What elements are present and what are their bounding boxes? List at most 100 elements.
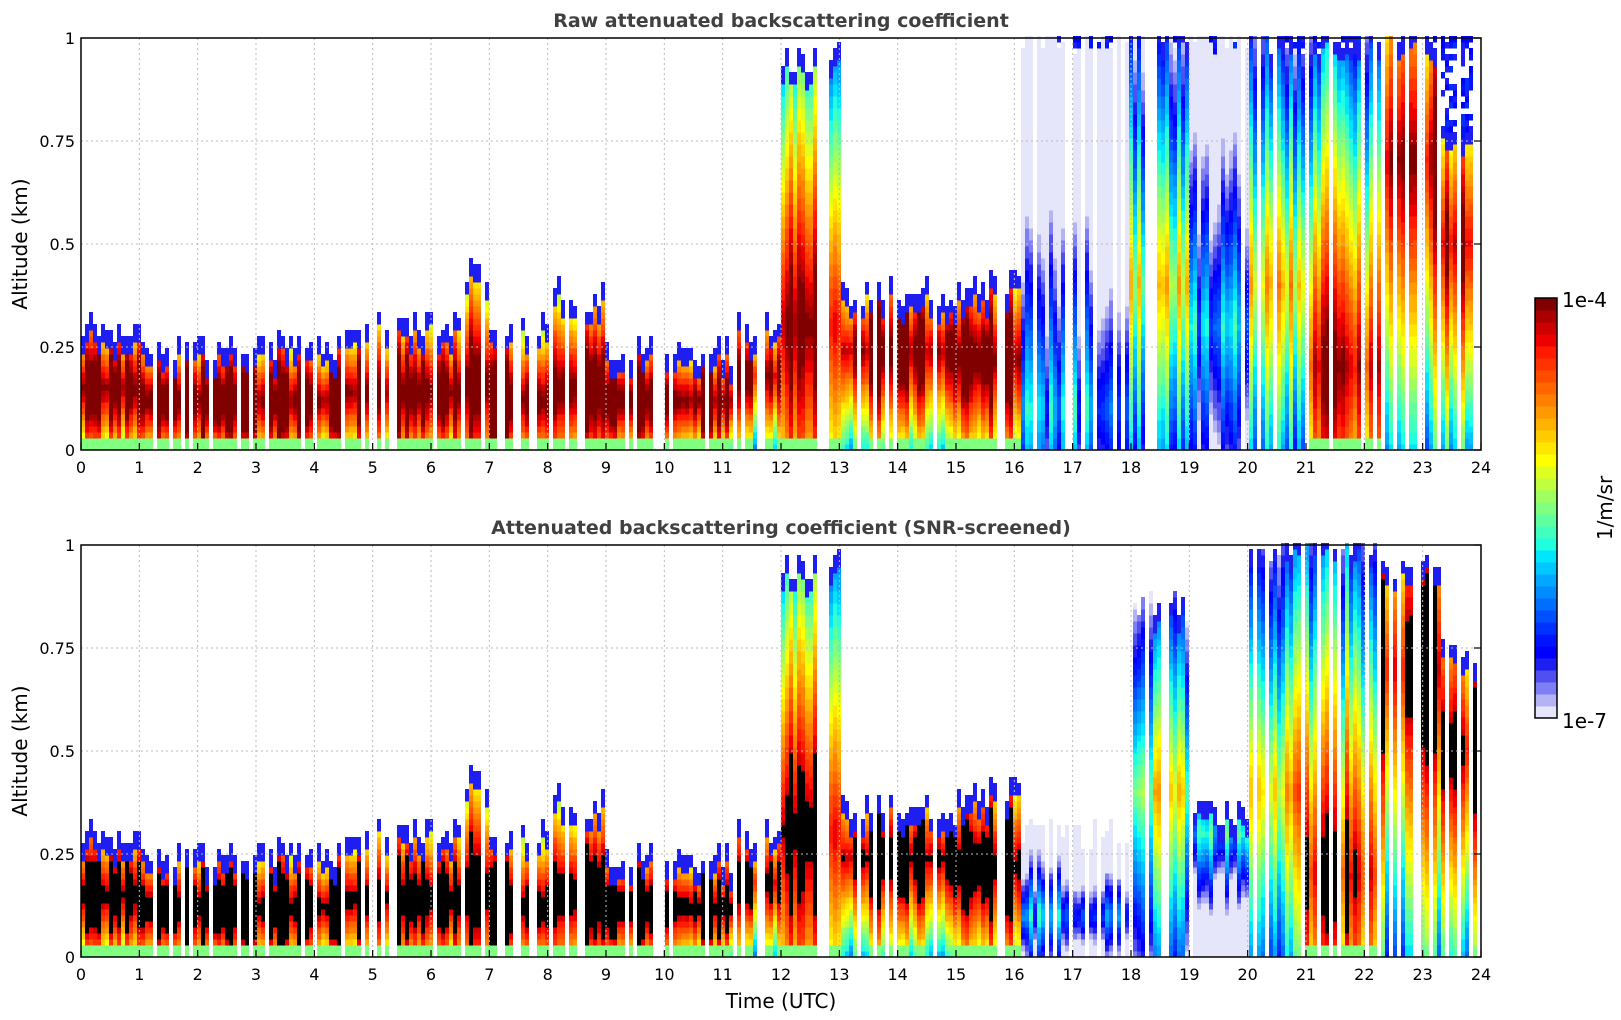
heatmap-cell xyxy=(165,444,169,451)
heatmap-cell xyxy=(97,438,101,445)
heatmap-cell xyxy=(801,246,805,253)
heatmap-cell xyxy=(121,438,125,445)
heatmap-cell xyxy=(617,378,621,385)
heatmap-cell xyxy=(809,162,813,169)
heatmap-cell xyxy=(109,390,113,397)
heatmap-cell xyxy=(869,402,873,409)
heatmap-cell xyxy=(785,438,789,445)
heatmap-cell xyxy=(913,360,917,367)
heatmap-cell xyxy=(853,348,857,355)
heatmap-cell xyxy=(157,402,161,409)
heatmap-cell xyxy=(141,420,145,427)
heatmap-cell xyxy=(829,324,833,331)
heatmap-cell xyxy=(445,354,449,361)
heatmap-cell xyxy=(425,438,429,445)
heatmap-cell xyxy=(557,378,561,385)
heatmap-cell xyxy=(689,360,693,367)
heatmap-cell xyxy=(793,252,797,259)
heatmap-cell xyxy=(485,366,489,373)
heatmap-cell xyxy=(865,444,869,451)
heatmap-cell xyxy=(485,330,489,337)
heatmap-cell xyxy=(609,408,613,415)
heatmap-cell xyxy=(793,270,797,277)
heatmap-cell xyxy=(789,342,793,349)
heatmap-cell xyxy=(473,408,477,415)
heatmap-cell xyxy=(809,114,813,121)
heatmap-cell xyxy=(793,138,797,145)
heatmap-cell xyxy=(509,438,513,445)
heatmap-cell xyxy=(377,330,381,337)
heatmap-cell xyxy=(1057,318,1061,325)
heatmap-cell xyxy=(913,294,917,301)
heatmap-cell xyxy=(1013,426,1017,433)
heatmap-cell xyxy=(789,414,793,421)
heatmap-cell xyxy=(929,372,933,379)
heatmap-cell xyxy=(449,402,453,409)
heatmap-cell xyxy=(833,96,837,103)
heatmap-cell xyxy=(521,414,525,421)
heatmap-cell xyxy=(253,348,257,355)
heatmap-cell xyxy=(401,348,405,355)
heatmap-cell xyxy=(465,432,469,439)
heatmap-cell xyxy=(977,342,981,349)
heatmap-cell xyxy=(961,396,965,403)
heatmap-cell xyxy=(121,408,125,415)
heatmap-cell xyxy=(1053,174,1057,181)
heatmap-cell xyxy=(321,402,325,409)
heatmap-cell xyxy=(1029,174,1033,181)
heatmap-cell xyxy=(81,402,85,409)
heatmap-cell xyxy=(337,444,341,451)
heatmap-cell xyxy=(349,354,353,361)
heatmap-cell xyxy=(449,444,453,451)
heatmap-cell xyxy=(317,348,321,355)
heatmap-cell xyxy=(1017,312,1021,319)
heatmap-cell xyxy=(1045,270,1049,277)
heatmap-cell xyxy=(489,408,493,415)
heatmap-cell xyxy=(1029,312,1033,319)
heatmap-cell xyxy=(93,384,97,391)
heatmap-cell xyxy=(769,384,773,391)
heatmap-cell xyxy=(865,378,869,385)
heatmap-cell xyxy=(101,414,105,421)
heatmap-cell xyxy=(965,444,969,451)
heatmap-cell xyxy=(377,312,381,319)
heatmap-cell xyxy=(1041,402,1045,409)
heatmap-cell xyxy=(353,438,357,445)
heatmap-cell xyxy=(797,84,801,91)
heatmap-cell xyxy=(1049,36,1053,43)
heatmap-cell xyxy=(569,318,573,325)
heatmap-cell xyxy=(737,426,741,433)
heatmap-cell xyxy=(841,372,845,379)
heatmap-cell xyxy=(441,342,445,349)
heatmap-cell xyxy=(809,366,813,373)
heatmap-cell xyxy=(521,348,525,355)
heatmap-cell xyxy=(837,222,841,229)
heatmap-cell xyxy=(765,390,769,397)
heatmap-cell xyxy=(649,414,653,421)
heatmap-cell xyxy=(973,378,977,385)
heatmap-cell xyxy=(113,402,117,409)
heatmap-cell xyxy=(701,402,705,409)
heatmap-cell xyxy=(493,444,497,451)
heatmap-cell xyxy=(1005,312,1009,319)
heatmap-cell xyxy=(697,396,701,403)
heatmap-cell xyxy=(677,408,681,415)
heatmap-cell xyxy=(333,420,337,427)
heatmap-cell xyxy=(897,336,901,343)
heatmap-cell xyxy=(965,318,969,325)
heatmap-cell xyxy=(441,402,445,409)
heatmap-cell xyxy=(337,384,341,391)
heatmap-cell xyxy=(645,348,649,355)
heatmap-cell xyxy=(989,414,993,421)
heatmap-cell xyxy=(865,294,869,301)
heatmap-cell xyxy=(673,372,677,379)
heatmap-cell xyxy=(573,420,577,427)
heatmap-cell xyxy=(981,282,985,289)
heatmap-cell xyxy=(89,366,93,373)
heatmap-cell xyxy=(201,372,205,379)
heatmap-cell xyxy=(861,396,865,403)
heatmap-cell xyxy=(1009,282,1013,289)
heatmap-cell xyxy=(913,384,917,391)
heatmap-cell xyxy=(421,396,425,403)
heatmap-cell xyxy=(133,342,137,349)
